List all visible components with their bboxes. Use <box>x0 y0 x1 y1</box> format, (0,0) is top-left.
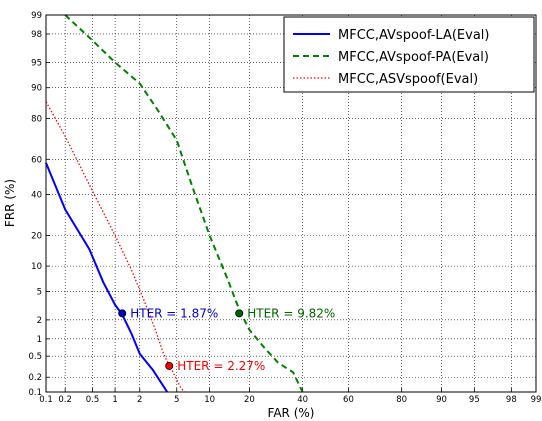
y-tick-label: 95 <box>31 58 42 68</box>
y-tick-label: 0.5 <box>28 352 42 362</box>
x-tick-label: 0.1 <box>39 395 53 405</box>
x-tick-label: 20 <box>244 395 255 405</box>
hter-label-1: HTER = 1.87% <box>130 306 218 320</box>
y-tick-labels: 0.1 0.2 0.5 1 2 5 10 20 40 60 80 90 95 98 99 <box>28 11 42 398</box>
y-tick-label: 2 <box>37 316 42 326</box>
y-tick-label: 0.2 <box>28 373 42 383</box>
y-axis-label: FRR (%) <box>3 179 17 227</box>
hter-marker-1 <box>118 309 127 318</box>
hter-markers <box>118 309 244 370</box>
x-tick-label: 95 <box>469 395 480 405</box>
hter-label-3: HTER = 2.27% <box>177 359 265 373</box>
series-line-1 <box>45 162 169 393</box>
y-tick-label: 20 <box>31 231 42 241</box>
x-tick-label: 98 <box>506 395 517 405</box>
y-tick-label: 10 <box>31 262 42 272</box>
y-tick-label: 80 <box>31 114 42 124</box>
legend-label-2: MFCC,AVspoof-PA(Eval) <box>338 50 489 65</box>
y-tick-label: 0.1 <box>28 388 42 398</box>
legend-box <box>283 16 535 93</box>
x-tick-label: 40 <box>297 395 308 405</box>
y-tick-label: 90 <box>31 84 42 94</box>
hter-marker-3 <box>165 361 174 370</box>
x-tick-label: 1 <box>112 395 117 405</box>
x-tick-label: 0.5 <box>86 395 100 405</box>
x-axis-label: FAR (%) <box>268 406 315 420</box>
x-tick-label: 10 <box>204 395 215 405</box>
x-tick-label: 80 <box>396 395 407 405</box>
plot-frame <box>45 14 537 393</box>
y-tick-label: 1 <box>37 335 42 345</box>
legend-label-1: MFCC,AVspoof-LA(Eval) <box>338 28 490 43</box>
y-tick-label: 98 <box>31 30 42 40</box>
x-tick-label: 5 <box>174 395 179 405</box>
hter-marker-2 <box>235 309 244 318</box>
legend: MFCC,AVspoof-LA(Eval) MFCC,AVspoof-PA(Eva… <box>283 16 535 93</box>
hter-label-2: HTER = 9.82% <box>247 306 335 320</box>
legend-label-3: MFCC,ASVspoof(Eval) <box>338 72 478 87</box>
y-tick-label: 40 <box>31 191 42 201</box>
x-tick-label: 0.2 <box>58 395 72 405</box>
y-tick-label: 99 <box>31 11 42 21</box>
x-tick-label: 90 <box>436 395 447 405</box>
legend-items: MFCC,AVspoof-LA(Eval) MFCC,AVspoof-PA(Eva… <box>293 28 490 87</box>
series-line-2 <box>64 14 304 393</box>
hter-annotations: HTER = 1.87% HTER = 9.82% HTER = 2.27% <box>130 306 335 373</box>
x-tick-label: 2 <box>137 395 142 405</box>
x-tick-label: 60 <box>343 395 354 405</box>
y-tick-label: 5 <box>37 287 42 297</box>
x-tick-label: 99 <box>531 395 542 405</box>
series-lines <box>45 14 304 393</box>
x-tick-labels: 0.1 0.2 0.5 1 2 5 10 20 40 60 80 90 95 98 99 <box>39 395 541 405</box>
y-tick-label: 60 <box>31 155 42 165</box>
